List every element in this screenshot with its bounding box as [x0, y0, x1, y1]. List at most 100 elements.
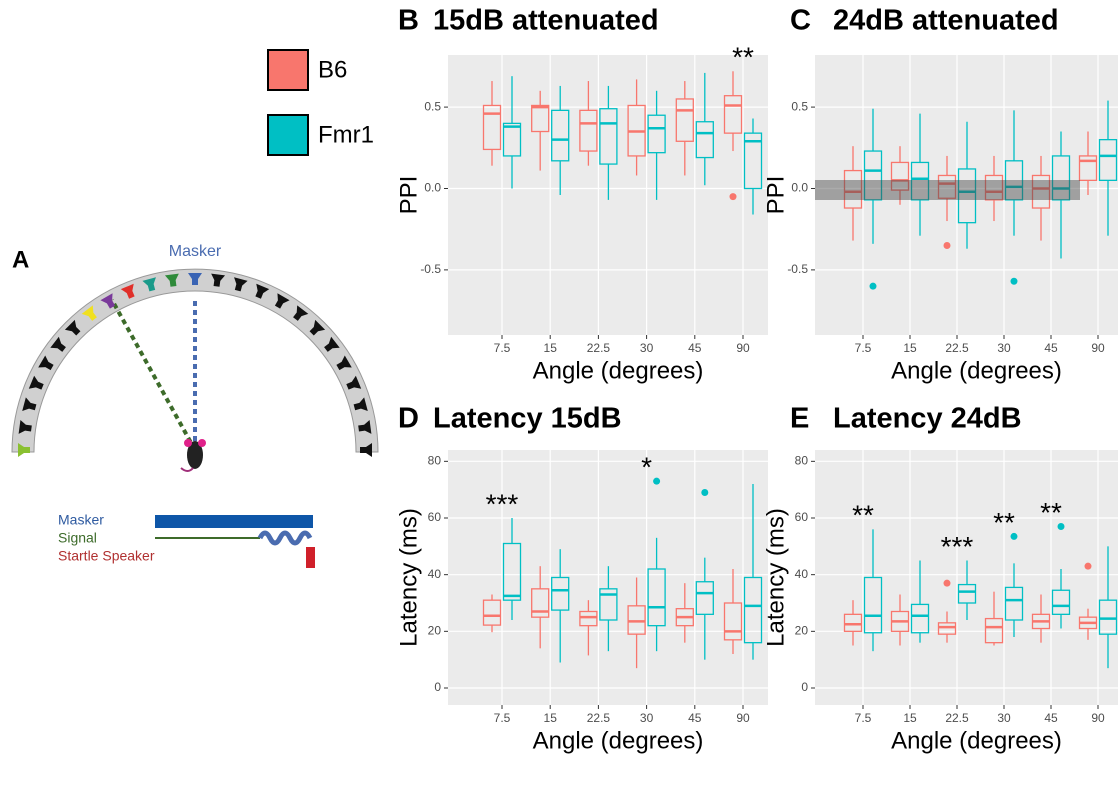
y-tick-label: 0: [434, 680, 441, 694]
speaker: [100, 293, 116, 309]
box: [1078, 155, 1098, 181]
significance: **: [993, 507, 1015, 538]
charts: 0.5 0.0 -0.5 7.5 15 22.5 30 45 90 ** B 15dB attenua…: [267, 5, 1118, 754]
speaker: [50, 336, 66, 352]
outlier: [1084, 562, 1092, 570]
box: [843, 169, 863, 209]
speaker-icon: [18, 419, 32, 434]
box: [647, 114, 666, 154]
legend-label: Fmr1: [318, 121, 374, 148]
box: [695, 121, 714, 159]
box: [502, 542, 522, 601]
box: [579, 610, 598, 627]
speaker-icon: [274, 293, 290, 309]
speaker-icon: [309, 319, 326, 336]
speaker-icon: [100, 293, 116, 309]
x-tick-label: 30: [997, 341, 1011, 355]
box: [1004, 160, 1024, 201]
speaker-icon: [81, 305, 97, 321]
y-tick-label: 0: [801, 680, 808, 694]
speaker: [81, 305, 97, 321]
outlier: [1010, 532, 1018, 540]
box: [1004, 586, 1024, 621]
x-tick-label: 45: [688, 341, 702, 355]
box: [743, 576, 763, 644]
x-tick-label: 45: [1044, 341, 1058, 355]
speaker: [38, 355, 54, 371]
box: [957, 168, 977, 224]
panel-label: E: [790, 403, 809, 435]
legend-label: B6: [318, 56, 347, 83]
panel-label: D: [398, 403, 419, 435]
speaker: [28, 375, 44, 390]
outlier: [701, 489, 709, 496]
speaker-icon: [336, 355, 352, 371]
box: [675, 98, 694, 142]
speaker: [353, 397, 368, 411]
outlier: [943, 241, 951, 249]
speaker: [211, 273, 226, 287]
speaker-icon: [360, 443, 372, 457]
significance: **: [732, 42, 754, 73]
highlight-band: [815, 180, 1080, 200]
speaker: [346, 375, 362, 390]
signal-path: [110, 299, 197, 451]
box: [743, 132, 763, 190]
x-tick-label: 30: [640, 711, 654, 725]
box: [984, 617, 1004, 644]
significance: ***: [486, 488, 519, 519]
y-tick-label: 0.0: [791, 181, 808, 195]
mouse-ear: [184, 439, 192, 447]
x-tick-label: 22.5: [945, 711, 969, 725]
key-label: Masker: [58, 512, 104, 528]
box: [531, 588, 550, 618]
x-tick-label: 7.5: [855, 711, 872, 725]
box: [863, 150, 883, 201]
box: [551, 576, 570, 611]
speaker-icon: [293, 305, 309, 321]
speaker-icon: [64, 319, 81, 336]
x-axis-title: Angle (degrees): [533, 357, 704, 384]
significance: **: [1040, 497, 1062, 528]
speaker: [120, 283, 135, 299]
mouse: [187, 441, 203, 469]
box: [863, 576, 883, 634]
box: [1051, 155, 1071, 201]
box: [937, 174, 957, 199]
y-axis-title: PPI: [762, 176, 789, 215]
outlier: [869, 282, 877, 290]
x-tick-label: 7.5: [494, 341, 511, 355]
outlier: [653, 477, 661, 485]
legend: B6 Fmr1: [267, 49, 374, 156]
y-tick-label: 80: [795, 454, 809, 468]
x-axis-title: Angle (degrees): [533, 727, 704, 754]
box: [984, 174, 1004, 201]
speaker: [255, 283, 270, 299]
y-tick-label: 0.5: [791, 99, 808, 113]
speaker-diagram: A Masker Masker Signal Startle Speaker: [11, 243, 379, 568]
box: [599, 108, 618, 165]
speaker: [358, 419, 372, 434]
signal-burst: [257, 530, 313, 546]
speaker-icon: [188, 273, 202, 285]
speaker-icon: [255, 283, 270, 299]
mouse-ear: [198, 439, 206, 447]
speaker-icon: [18, 443, 30, 457]
x-tick-label: 45: [688, 711, 702, 725]
box: [937, 622, 957, 635]
y-axis-title: Latency (ms): [395, 508, 422, 647]
chart-title: 15dB attenuated: [433, 5, 659, 37]
outlier: [729, 193, 737, 201]
chart-title: Latency 15dB: [433, 403, 622, 435]
box: [551, 109, 570, 162]
speaker-icon: [353, 397, 368, 411]
significance: *: [641, 452, 652, 483]
chart-title: Latency 24dB: [833, 403, 1022, 435]
speaker: [360, 443, 372, 457]
speaker-icon: [164, 273, 179, 287]
x-tick-label: 7.5: [855, 341, 872, 355]
box: [1031, 174, 1051, 209]
legend-swatch: [267, 49, 309, 91]
speaker: [234, 277, 248, 292]
